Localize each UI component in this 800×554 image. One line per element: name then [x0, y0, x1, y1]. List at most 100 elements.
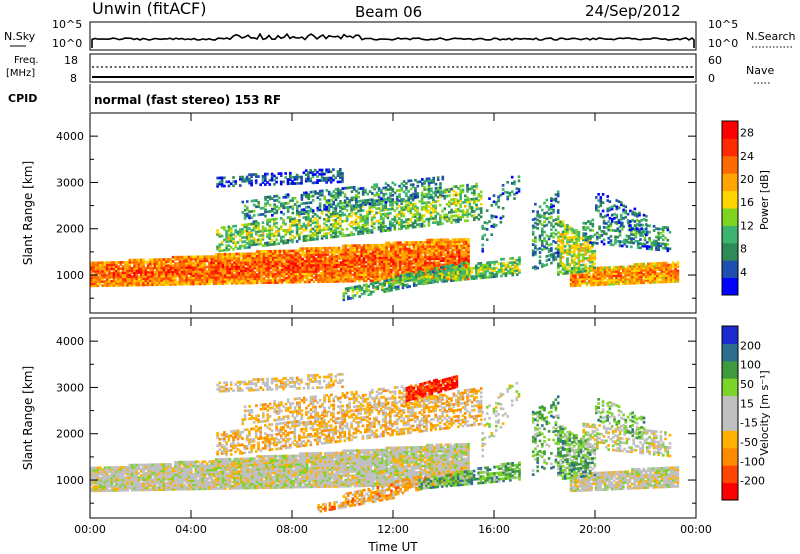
range-gate-cell — [597, 281, 600, 284]
range-gate-cell — [405, 264, 409, 267]
range-gate-cell — [445, 213, 449, 217]
range-gate-cell — [219, 273, 223, 277]
range-gate-cell — [390, 254, 393, 257]
range-gate-cell — [153, 283, 157, 287]
range-gate-cell — [346, 186, 349, 190]
range-gate-cell — [302, 239, 306, 242]
range-gate-cell — [428, 257, 432, 261]
range-gate-cell — [201, 261, 204, 265]
range-gate-cell — [341, 213, 344, 217]
range-gate-cell — [216, 231, 219, 234]
range-gate-cell — [361, 217, 365, 221]
range-gate-cell — [278, 268, 282, 272]
range-gate-cell — [415, 266, 418, 269]
range-gate-cell — [235, 269, 238, 273]
range-gate-cell — [387, 270, 391, 274]
range-gate-cell — [210, 274, 213, 277]
range-gate-cell — [239, 232, 242, 236]
range-gate-cell — [323, 232, 326, 236]
range-gate-cell — [314, 181, 317, 185]
range-gate-cell — [300, 208, 304, 212]
range-gate-cell — [212, 267, 216, 271]
range-gate-cell — [427, 219, 431, 223]
range-gate-cell — [445, 271, 449, 275]
range-gate-cell — [246, 212, 249, 216]
range-gate-cell — [569, 284, 573, 288]
range-gate-cell — [308, 247, 311, 250]
range-gate-cell — [330, 192, 333, 196]
range-gate-cell — [407, 222, 410, 225]
range-gate-cell — [251, 258, 254, 262]
range-gate-cell — [340, 248, 343, 252]
range-gate-cell — [128, 265, 132, 268]
range-gate-cell — [162, 270, 166, 274]
range-gate-cell — [165, 276, 168, 280]
range-gate-cell — [409, 194, 413, 197]
range-gate-cell — [310, 257, 313, 261]
range-gate-cell — [409, 224, 412, 227]
range-gate-cell — [274, 254, 277, 257]
range-gate-cell — [594, 275, 598, 278]
range-gate-cell — [324, 257, 327, 260]
range-gate-cell — [617, 272, 621, 275]
range-gate-cell — [382, 219, 385, 222]
range-gate-cell — [259, 183, 262, 187]
range-gate-cell — [290, 260, 293, 263]
range-gate-cell — [408, 241, 411, 244]
range-gate-cell — [137, 260, 141, 264]
range-gate-cell — [137, 269, 141, 272]
range-gate-cell — [304, 236, 308, 240]
range-gate-cell — [355, 250, 359, 254]
range-gate-cell — [490, 216, 494, 220]
range-gate-cell — [383, 275, 386, 278]
range-gate-cell — [340, 271, 343, 275]
range-gate-cell — [224, 265, 227, 269]
range-gate-cell — [135, 281, 139, 285]
range-gate-cell — [144, 266, 148, 270]
range-gate-cell — [397, 281, 400, 284]
range-gate-cell — [467, 250, 470, 254]
range-gate-cell — [90, 261, 93, 265]
range-gate-cell — [330, 265, 334, 269]
range-gate-cell — [320, 228, 324, 232]
range-gate-cell — [383, 245, 386, 249]
range-gate-cell — [203, 259, 207, 263]
range-gate-cell — [352, 204, 356, 208]
range-gate-cell — [343, 213, 347, 217]
range-gate-cell — [126, 260, 129, 264]
range-gate-cell — [346, 259, 350, 262]
range-gate-cell — [135, 283, 139, 287]
range-gate-cell — [336, 230, 340, 234]
range-gate-cell — [305, 266, 309, 269]
range-gate-cell — [110, 275, 114, 279]
range-gate-cell — [90, 272, 93, 275]
range-gate-cell — [149, 281, 152, 285]
range-gate-cell — [378, 282, 382, 286]
range-gate-cell — [225, 229, 228, 233]
range-gate-cell — [299, 272, 302, 276]
range-gate-cell — [371, 271, 375, 274]
range-gate-cell — [339, 174, 342, 177]
range-gate-cell — [309, 209, 313, 213]
range-gate-cell — [387, 285, 391, 288]
range-gate-cell — [441, 209, 444, 213]
range-gate-cell — [477, 266, 480, 270]
range-gate-cell — [103, 273, 107, 277]
range-gate-cell — [453, 257, 457, 260]
range-gate-cell — [358, 258, 361, 262]
range-gate-cell — [450, 198, 453, 201]
range-gate-cell — [346, 244, 350, 248]
range-gate-cell — [420, 282, 424, 285]
range-gate-cell — [475, 186, 478, 190]
range-gate-cell — [285, 249, 288, 253]
range-gate-cell — [400, 208, 403, 212]
range-gate-cell — [656, 272, 659, 276]
range-gate-cell — [370, 218, 374, 222]
range-gate-cell — [273, 242, 276, 246]
range-gate-cell — [396, 197, 399, 201]
range-gate-cell — [320, 170, 324, 174]
range-gate-cell — [340, 267, 343, 271]
range-gate-cell — [451, 238, 454, 241]
range-gate-cell — [428, 249, 432, 252]
range-gate-cell — [504, 274, 508, 277]
